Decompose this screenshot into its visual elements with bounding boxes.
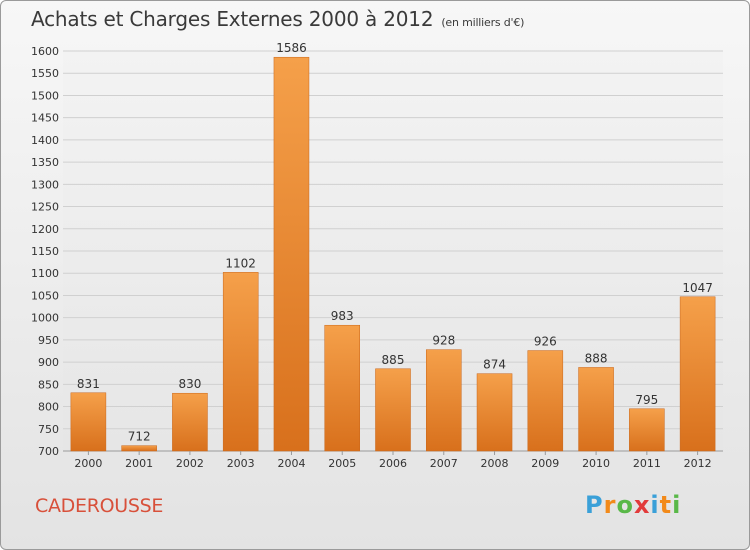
- bar-2005: [324, 324, 360, 452]
- y-tick-label: 1450: [31, 112, 59, 125]
- proxiti-logo: Proxiti: [585, 491, 681, 519]
- y-tick-label: 1200: [31, 223, 59, 236]
- y-tick-label: 1000: [31, 312, 59, 325]
- bar-2002: [172, 392, 208, 452]
- data-label-2002: 830: [178, 377, 201, 391]
- data-label-2001: 712: [128, 430, 151, 444]
- data-label-2010: 888: [585, 351, 608, 365]
- x-tick-label-2010: 2010: [582, 457, 610, 470]
- y-tick-label: 750: [38, 423, 59, 436]
- bar-2007: [426, 349, 462, 452]
- y-tick-label: 1350: [31, 156, 59, 169]
- y-tick-label: 700: [38, 445, 59, 458]
- x-tick-label-2005: 2005: [328, 457, 356, 470]
- bar-2006: [375, 368, 411, 452]
- logo-letter: o: [616, 491, 634, 519]
- chart-subtitle: (en milliers d'€): [441, 16, 525, 29]
- x-tick-label-2000: 2000: [74, 457, 102, 470]
- logo-letter: t: [659, 491, 673, 519]
- bar-2000: [70, 392, 107, 452]
- y-tick-label: 950: [38, 334, 59, 347]
- y-tick-label: 900: [38, 356, 59, 369]
- data-label-2008: 874: [483, 358, 506, 372]
- chart-title-text: Achats et Charges Externes 2000 à 2012: [31, 7, 434, 31]
- data-label-2007: 928: [432, 334, 455, 348]
- y-tick-label: 1500: [31, 89, 59, 102]
- x-tick-label-2006: 2006: [379, 457, 407, 470]
- bar-2008: [476, 373, 513, 452]
- bar-2009: [527, 350, 564, 452]
- logo-letter: x: [633, 491, 651, 519]
- y-tick-label: 800: [38, 401, 59, 414]
- logo-letter: P: [585, 491, 604, 519]
- x-axis-ticks: 2000 2001 2002 2003 2004 2005 2006 2007 2008 2009…: [74, 451, 712, 470]
- y-tick-label: 1150: [31, 245, 59, 258]
- y-tick-label: 1550: [31, 67, 59, 80]
- x-tick-label-2012: 2012: [684, 457, 712, 470]
- bars: [70, 56, 716, 452]
- y-tick-label: 850: [38, 378, 59, 391]
- y-tick-label: 1050: [31, 289, 59, 302]
- x-tick-label-2001: 2001: [125, 457, 153, 470]
- logo-letter: r: [603, 491, 617, 519]
- y-tick-label: 1300: [31, 178, 59, 191]
- chart-title: Achats et Charges Externes 2000 à 2012 (e…: [31, 7, 524, 31]
- y-tick-label: 1250: [31, 201, 59, 214]
- y-tick-label: 1100: [31, 267, 59, 280]
- y-axis-ticks: 700 750 800 850 900 950 1000 1050 1100 1150 1200 12…: [31, 45, 59, 458]
- x-tick-label-2011: 2011: [633, 457, 661, 470]
- data-labels: 831 712 830 1102 1586 983 885 928 874 926 888 795 10…: [77, 41, 713, 443]
- x-tick-label-2004: 2004: [277, 457, 305, 470]
- logo-letter: i: [650, 491, 660, 519]
- bar-2004: [273, 56, 310, 452]
- x-tick-label-2008: 2008: [481, 457, 509, 470]
- x-tick-label-2003: 2003: [227, 457, 255, 470]
- data-label-2005: 983: [331, 309, 354, 323]
- city-name: CADEROUSSE: [35, 495, 164, 517]
- data-label-2003: 1102: [225, 256, 256, 270]
- bar-2010: [578, 367, 614, 452]
- data-label-2011: 795: [635, 393, 658, 407]
- logo-letter: i: [672, 491, 682, 519]
- data-label-2000: 831: [77, 377, 100, 391]
- data-label-2012: 1047: [682, 281, 713, 295]
- bar-2001: [121, 445, 157, 452]
- x-tick-label-2009: 2009: [531, 457, 559, 470]
- x-tick-label-2002: 2002: [176, 457, 204, 470]
- data-label-2009: 926: [534, 335, 557, 349]
- data-label-2006: 885: [382, 353, 405, 367]
- data-label-2004: 1586: [276, 41, 307, 55]
- y-tick-label: 1400: [31, 134, 59, 147]
- bar-2012: [679, 296, 716, 452]
- bar-2011: [629, 408, 665, 452]
- y-tick-label: 1600: [31, 45, 59, 58]
- bar-2003: [222, 272, 259, 452]
- x-tick-label-2007: 2007: [430, 457, 458, 470]
